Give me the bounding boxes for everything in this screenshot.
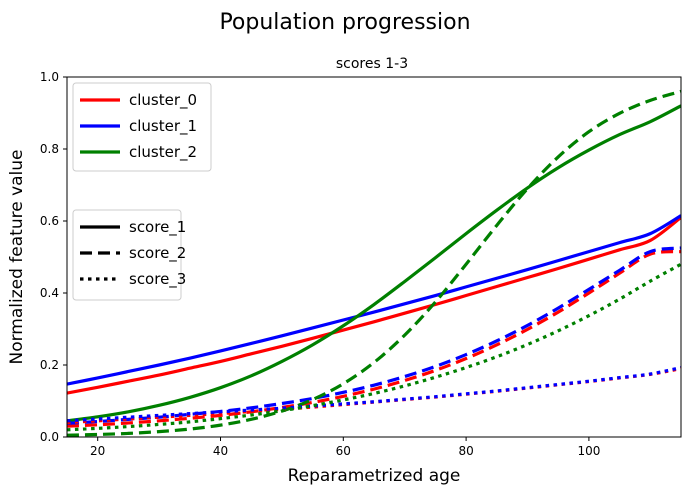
y-tick-label: 0.2 <box>40 358 59 372</box>
series-line-cluster_1-score_3 <box>67 365 681 423</box>
series-line-cluster_2-score_2 <box>67 89 681 437</box>
y-tick-label: 1.0 <box>40 70 59 84</box>
x-axis-ticks: 20 40 60 80 100 <box>90 437 600 458</box>
y-axis-ticks: 0.0 0.2 0.4 0.6 0.8 1.0 <box>40 70 67 444</box>
y-tick-label: 0.6 <box>40 214 59 228</box>
legend-box <box>72 82 212 172</box>
chart-title: Population progression <box>219 10 470 35</box>
legend-label: score_3 <box>129 270 186 289</box>
y-axis-label: Normalized feature value <box>7 149 27 364</box>
series-line-cluster_2-score_1 <box>67 104 681 423</box>
legend-box <box>72 209 182 301</box>
legend-label: cluster_2 <box>129 143 197 162</box>
x-tick-label: 40 <box>213 444 228 458</box>
x-tick-label: 60 <box>336 444 351 458</box>
legend-2: score_1 score_2 score_3 <box>72 209 186 301</box>
legend-layer: cluster_0cluster_1cluster_2score_1score_… <box>72 82 212 301</box>
series-line-cluster_1-score_2 <box>67 246 681 425</box>
y-tick-label: 0.0 <box>40 430 59 444</box>
chart-subtitle: scores 1-3 <box>336 56 408 72</box>
series-line-cluster_1-score_1 <box>67 214 681 386</box>
y-tick-label: 0.8 <box>40 142 59 156</box>
x-axis-label: Reparametrized age <box>288 466 461 486</box>
legend-label: cluster_1 <box>129 117 197 136</box>
series-line-cluster_2-score_3 <box>67 262 681 432</box>
plot-frame <box>66 76 682 438</box>
series-line-cluster_0-score_1 <box>67 216 681 395</box>
series-layer <box>67 89 681 437</box>
legend-label: score_1 <box>129 218 186 237</box>
series-line-cluster_0-score_2 <box>67 250 681 428</box>
legend-label: score_2 <box>129 244 186 263</box>
x-tick-label: 80 <box>458 444 473 458</box>
y-tick-label: 0.4 <box>40 286 59 300</box>
x-tick-label: 100 <box>577 444 600 458</box>
x-tick-label: 20 <box>90 444 105 458</box>
legend-label: cluster_0 <box>129 91 197 110</box>
legend-1: cluster_0 cluster_1 cluster_2 <box>72 82 212 172</box>
